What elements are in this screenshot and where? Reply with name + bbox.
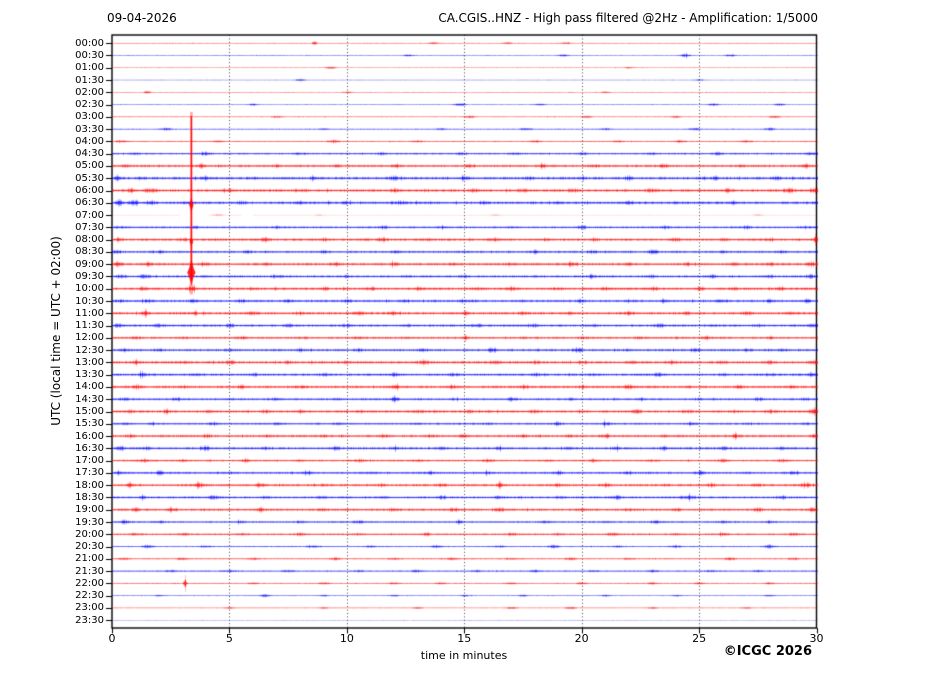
y-tick-label: 18:30 (75, 491, 104, 503)
y-tick-label: 17:00 (75, 455, 104, 467)
x-tick-label: 10 (339, 632, 354, 645)
y-tick-label: 00:00 (75, 37, 104, 49)
y-tick-label: 23:00 (75, 602, 104, 614)
y-tick-label: 07:00 (75, 209, 104, 221)
y-tick-label: 16:30 (75, 442, 104, 454)
y-tick-label: 03:30 (75, 123, 104, 135)
y-tick-label: 09:30 (75, 270, 104, 282)
y-tick-label: 08:30 (75, 246, 104, 258)
y-tick-label: 20:00 (75, 528, 104, 540)
y-tick-label: 11:00 (75, 307, 104, 319)
y-tick-label: 05:30 (75, 172, 104, 184)
y-tick-label: 12:00 (75, 332, 104, 344)
y-tick-label: 15:30 (75, 418, 104, 430)
x-tick-label: 0 (108, 632, 116, 645)
y-tick-label: 11:30 (75, 320, 104, 332)
y-tick-label: 22:00 (75, 577, 104, 589)
y-tick-label: 16:00 (75, 430, 104, 442)
y-tick-label: 05:00 (75, 160, 104, 172)
y-tick-label: 12:30 (75, 344, 104, 356)
y-tick-label: 19:30 (75, 516, 104, 528)
x-tick-label: 25 (692, 632, 707, 645)
y-tick-label: 15:00 (75, 406, 104, 417)
y-tick-label: 04:30 (75, 148, 104, 160)
y-tick-label: 20:30 (75, 541, 104, 553)
y-tick-label: 10:00 (75, 283, 104, 295)
y-tick-label: 14:30 (75, 393, 104, 405)
y-tick-label: 22:30 (75, 590, 104, 602)
x-tick-label: 15 (457, 632, 472, 645)
y-tick-label: 18:00 (75, 479, 104, 491)
plot-title: CA.CGIS..HNZ - High pass filtered @2Hz -… (438, 11, 818, 25)
y-tick-label: 06:30 (75, 197, 104, 209)
y-tick-label: 02:30 (75, 99, 104, 111)
date-label: 09-04-2026 (107, 11, 177, 25)
y-tick-label: 00:30 (75, 49, 104, 61)
y-tick-label: 02:00 (75, 86, 104, 98)
y-tick-label: 14:00 (75, 381, 104, 393)
y-tick-label: 09:00 (75, 258, 104, 270)
y-tick-label: 07:30 (75, 221, 104, 233)
y-tick-label: 03:00 (75, 111, 104, 123)
copyright-label: ©ICGC 2026 (723, 644, 812, 659)
x-tick-label: 5 (225, 632, 233, 645)
y-tick-label: 01:00 (75, 62, 104, 74)
x-tick-label: 20 (574, 632, 589, 645)
y-tick-label: 08:00 (75, 234, 104, 246)
y-tick-label: 06:00 (75, 185, 104, 197)
y-tick-label: 21:00 (75, 553, 104, 565)
y-tick-label: 19:00 (75, 504, 104, 516)
y-tick-label: 23:30 (75, 614, 104, 626)
y-tick-label: 21:30 (75, 565, 104, 577)
x-tick-label: 30 (809, 632, 824, 645)
y-tick-label: 04:00 (75, 135, 104, 147)
y-tick-label: 01:30 (75, 74, 104, 86)
y-tick-label: 13:00 (75, 356, 104, 368)
x-axis-label: time in minutes (420, 649, 508, 662)
y-tick-label: 13:30 (75, 369, 104, 381)
y-tick-label: 10:30 (75, 295, 104, 307)
y-tick-label: 17:30 (75, 467, 104, 479)
